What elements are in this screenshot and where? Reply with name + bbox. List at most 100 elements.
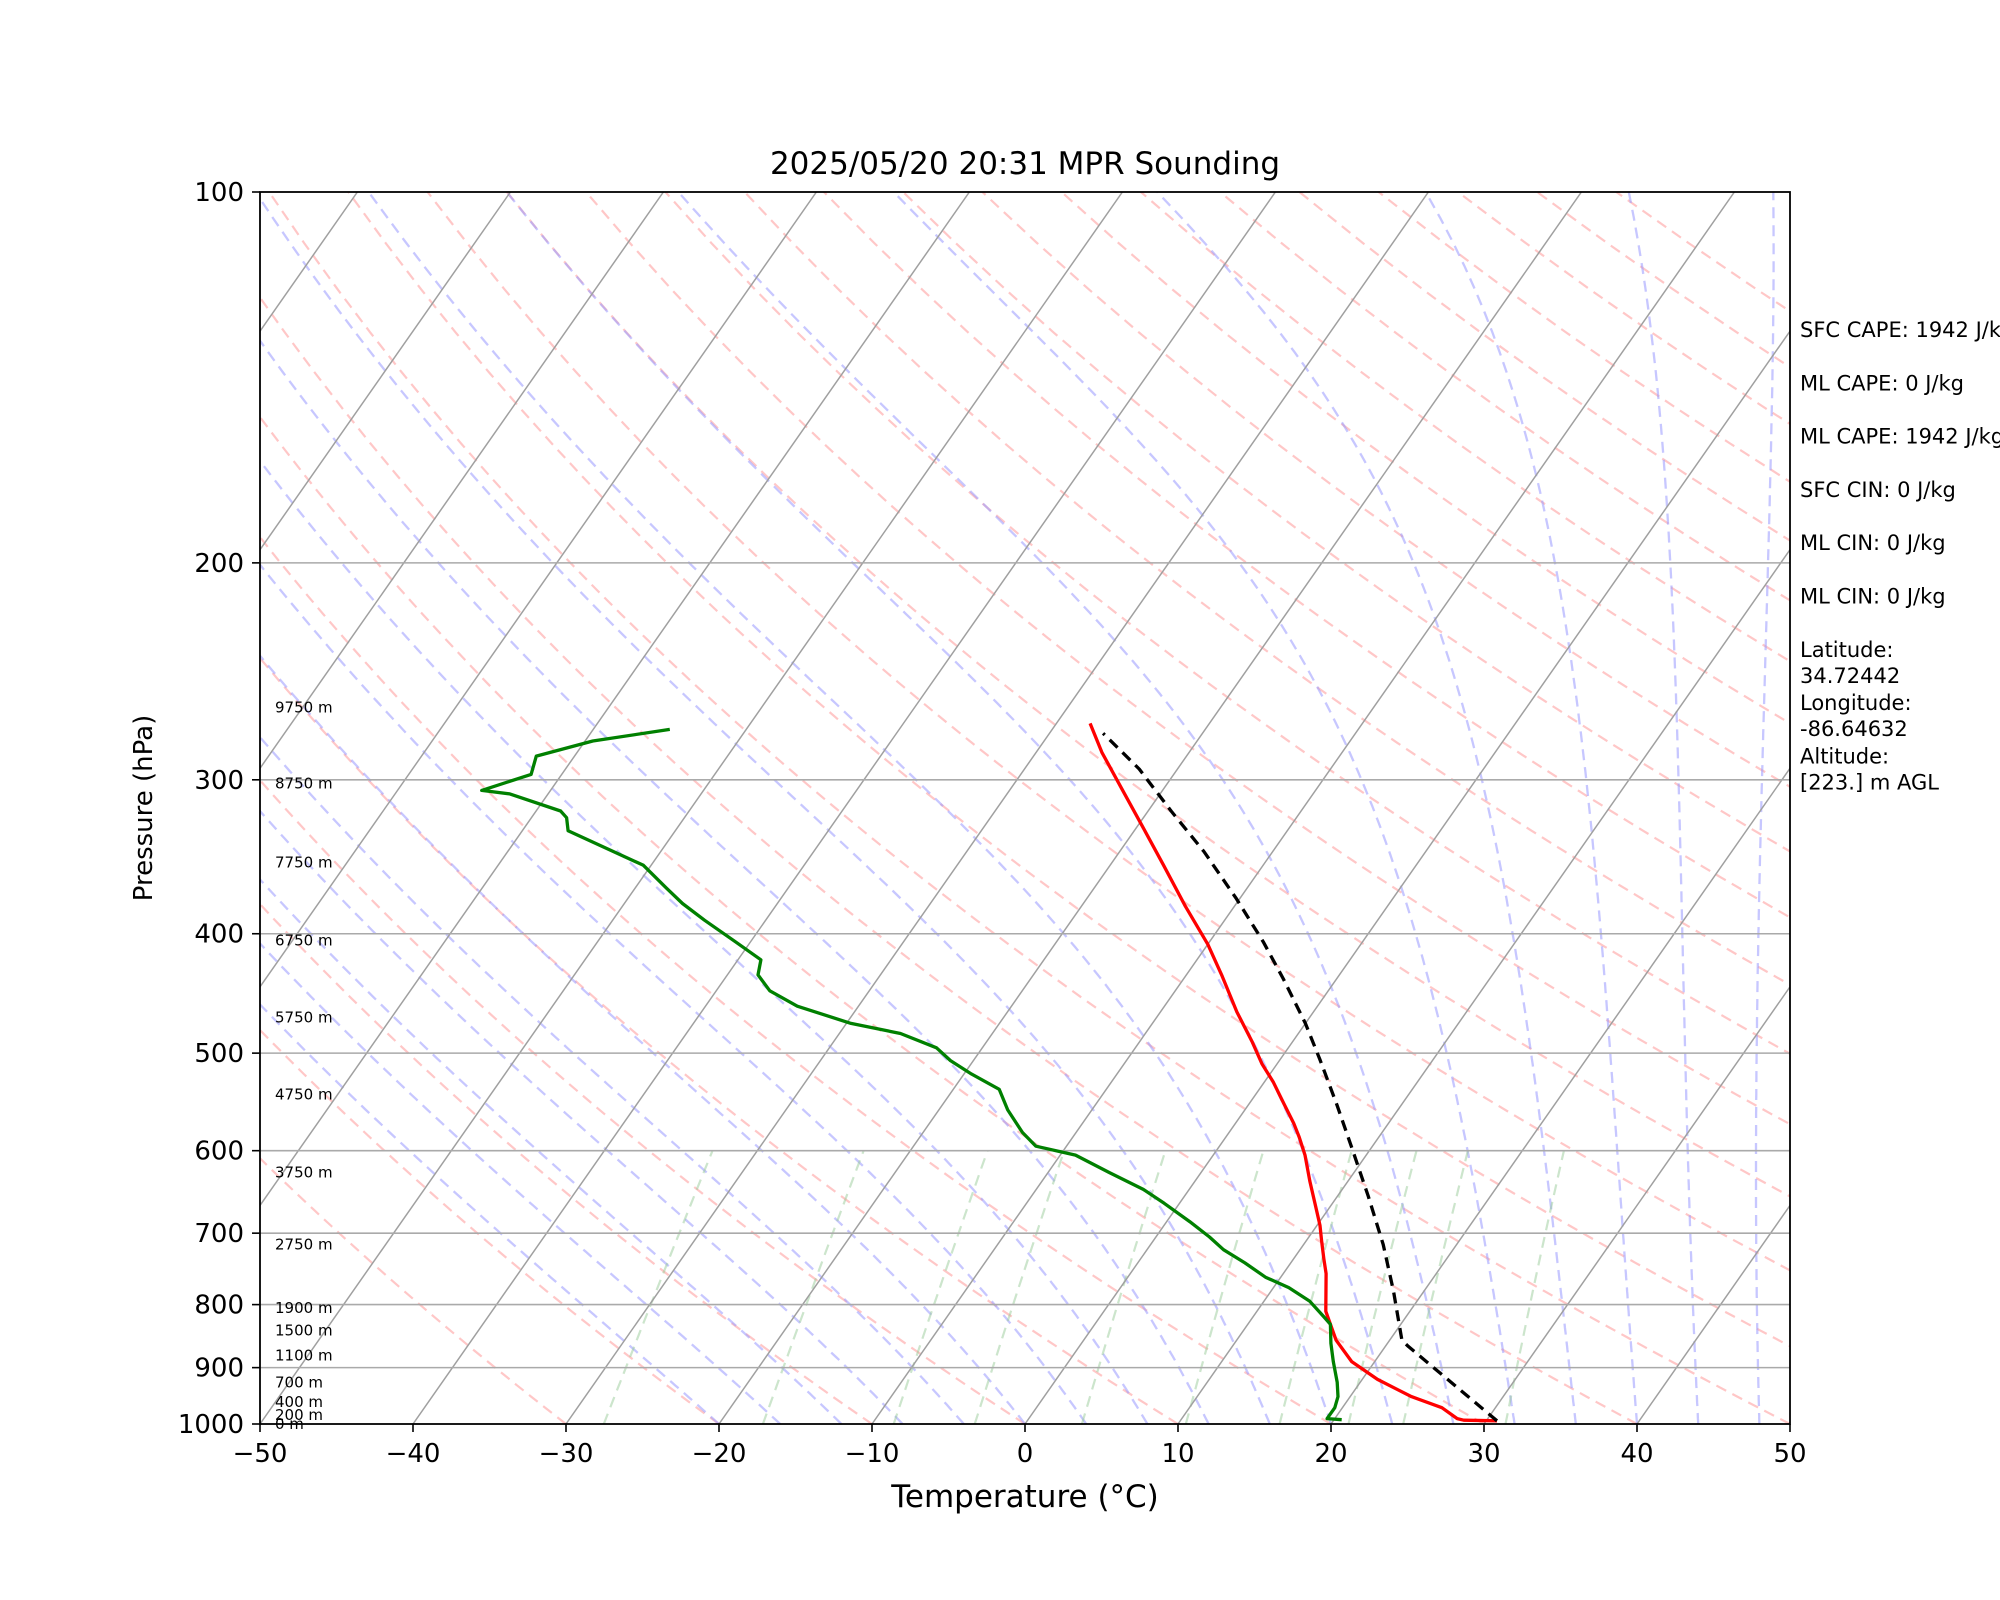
moist-adiabat-line: [260, 562, 1088, 1424]
info-value: -86.64632: [1800, 717, 1908, 741]
dry-adiabat-line: [1060, 192, 1790, 725]
height-label: 9750 m: [275, 698, 333, 716]
y-tick-label: 700: [194, 1219, 244, 1249]
mixing-ratio-line: [602, 1150, 714, 1424]
x-tick-label: 40: [1620, 1439, 1653, 1469]
mixing-ratio-line: [1402, 1150, 1469, 1424]
dry-adiabat-line: [268, 192, 1790, 1424]
isotherm-line: [1483, 985, 1790, 1424]
x-axis-ticks: −50 −40 −30 −20 −10 0 10 20 30 40 50: [233, 1424, 1807, 1469]
x-tick-label: −10: [845, 1439, 900, 1469]
info-line: Latitude:: [1800, 638, 1894, 662]
info-line: ML CAPE: 0 J/kg: [1800, 371, 1964, 395]
moist-adiabat-line: [260, 735, 965, 1424]
isotherm-line: [1330, 766, 1790, 1424]
info-line: Altitude:: [1800, 744, 1889, 768]
dry-adiabat-line: [506, 192, 1790, 1198]
dry-adiabat-line: [260, 295, 1638, 1424]
mixing-ratio-line: [892, 1150, 989, 1424]
height-label: 700 m: [275, 1373, 323, 1391]
dry-adiabat-line: [426, 192, 1790, 1272]
x-tick-label: −20: [692, 1439, 747, 1469]
y-tick-label: 500: [194, 1039, 244, 1069]
dry-adiabat-line: [585, 192, 1790, 1126]
moist-adiabat-line: [1424, 192, 1639, 1424]
mixing-ratio-line: [1080, 1150, 1167, 1424]
height-label: 400 m: [275, 1393, 323, 1411]
dry-adiabat-line: [902, 192, 1790, 853]
isotherm-line: [260, 192, 1124, 1424]
dry-adiabat-line: [981, 192, 1790, 789]
y-tick-label: 1000: [178, 1410, 244, 1440]
info-line: ML CIN: 0 J/kg: [1800, 531, 1946, 555]
moist-adiabat-line: [1627, 192, 1700, 1424]
mixing-ratio-line: [1184, 1150, 1265, 1424]
mixing-ratio-line: [1278, 1150, 1353, 1424]
isotherm-line: [0, 192, 51, 1424]
moist-adiabat-line: [260, 653, 1026, 1424]
height-label: 6750 m: [275, 931, 333, 949]
x-tick-label: −40: [386, 1439, 441, 1469]
mixing-ratio-line: [1504, 1150, 1565, 1424]
moist-adiabat-line: [260, 877, 843, 1424]
height-label: 0 m: [275, 1415, 304, 1433]
y-tick-label: 600: [194, 1137, 244, 1167]
height-label: 1500 m: [275, 1322, 333, 1340]
moist-adiabats: [260, 192, 1775, 1424]
isotherm-line: [260, 192, 512, 552]
y-tick-label: 900: [194, 1354, 244, 1384]
height-label: 4750 m: [275, 1085, 333, 1103]
y-tick-label: 300: [194, 766, 244, 796]
moist-adiabat-line: [367, 192, 1333, 1424]
height-label: 8750 m: [275, 774, 333, 792]
moist-adiabat-line: [260, 338, 1210, 1424]
background-lines: [0, 192, 1790, 1424]
parcel-profile-trace: [1101, 732, 1499, 1423]
y-axis-label: Pressure (hPa): [129, 715, 159, 902]
dry-adiabat-line: [347, 192, 1790, 1348]
moist-adiabat-line: [505, 192, 1394, 1424]
x-tick-label: 10: [1161, 1439, 1194, 1469]
height-label: 7750 m: [275, 853, 333, 871]
dry-adiabats: [260, 192, 1790, 1424]
moist-adiabat-line: [892, 192, 1516, 1424]
x-tick-label: 0: [1017, 1439, 1034, 1469]
isobars: [260, 562, 1790, 1369]
dry-adiabat-line: [260, 415, 1485, 1424]
moist-adiabat-line: [260, 196, 1271, 1424]
x-tick-label: −50: [233, 1439, 288, 1469]
chart-title: 2025/05/20 20:31 MPR Sounding: [770, 146, 1280, 182]
isotherms: [0, 192, 1790, 1424]
x-tick-label: −30: [539, 1439, 594, 1469]
dry-adiabat-line: [823, 192, 1790, 919]
y-tick-label: 400: [194, 920, 244, 950]
y-tick-label: 800: [194, 1291, 244, 1321]
height-label: 2750 m: [275, 1236, 333, 1254]
y-tick-label: 100: [194, 178, 244, 208]
dry-adiabat-line: [743, 192, 1790, 987]
plot-frame: [259, 191, 1791, 1425]
moist-adiabat-line: [677, 192, 1455, 1424]
moist-adiabat-line: [260, 941, 781, 1424]
height-label: 200 m: [275, 1406, 323, 1424]
mixing-ratio-line: [973, 1150, 1066, 1424]
dry-adiabat-line: [260, 1028, 720, 1424]
height-label: 3750 m: [275, 1164, 333, 1182]
info-value: 34.72442: [1800, 664, 1900, 688]
info-value: [223.] m AGL: [1800, 770, 1939, 794]
height-label: 5750 m: [275, 1009, 333, 1027]
dry-adiabat-line: [260, 535, 1332, 1424]
info-line: SFC CAPE: 1942 J/kg: [1800, 318, 2000, 342]
isotherm-line: [1636, 1204, 1790, 1424]
height-label: 1100 m: [275, 1347, 333, 1365]
temperature-trace: [1088, 722, 1498, 1423]
isotherm-line: [1177, 548, 1790, 1424]
isotherm-line: [0, 192, 204, 1424]
dewpoint-trace: [480, 727, 1342, 1422]
isotherm-line: [871, 192, 1736, 1424]
y-axis-ticks: 100 200 300 400 500 600 700 800 900 1000: [178, 178, 260, 1440]
isotherm-line: [565, 192, 1430, 1424]
isotherm-line: [412, 192, 1277, 1424]
